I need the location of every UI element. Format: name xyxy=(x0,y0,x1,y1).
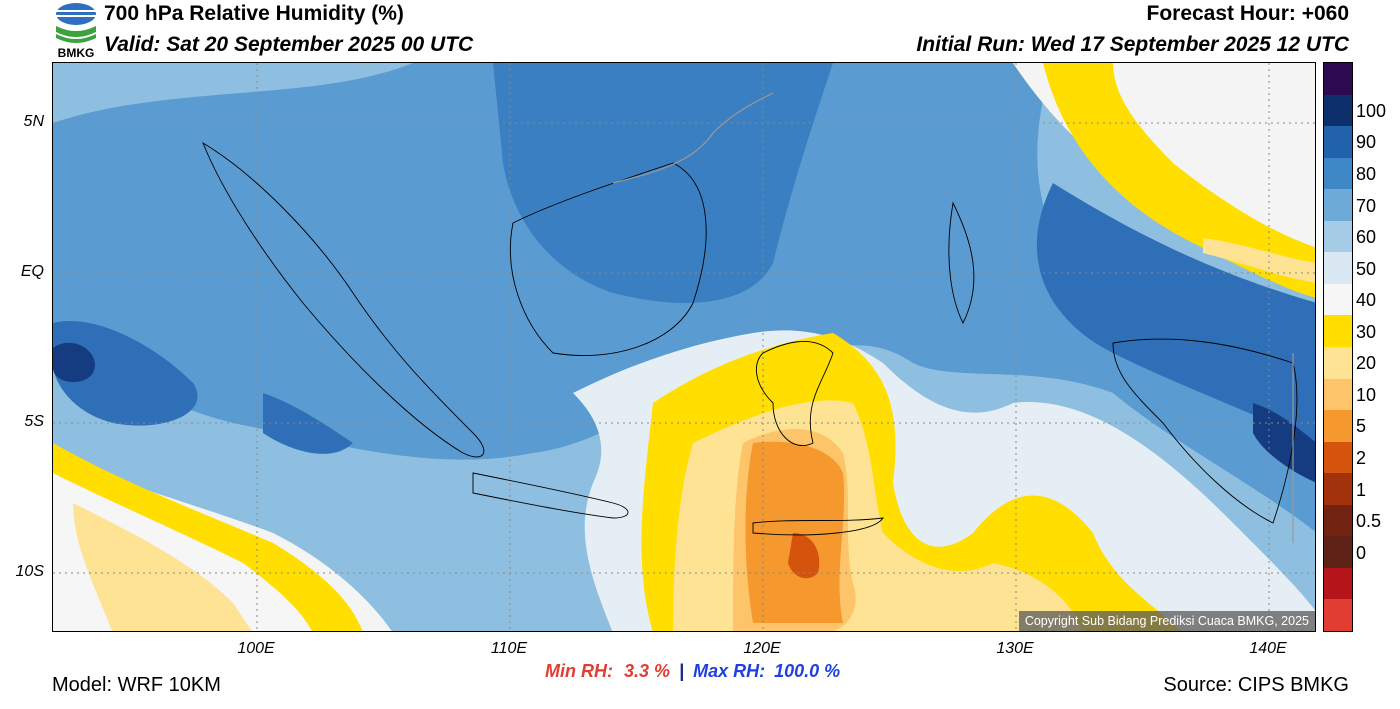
colorbar-segment xyxy=(1324,94,1352,127)
colorbar-segment xyxy=(1324,410,1352,443)
colorbar-segment xyxy=(1324,441,1352,474)
humidity-map-svg xyxy=(53,63,1315,631)
min-max-rh: Min RH: 3.3 % | Max RH: 100.0 % xyxy=(545,661,840,682)
colorbar-label: 70 xyxy=(1356,195,1377,216)
colorbar-label: 2 xyxy=(1356,448,1367,469)
colorbar-label: 30 xyxy=(1356,321,1377,342)
colorbar-label: 80 xyxy=(1356,164,1377,185)
min-rh-label: Min RH: xyxy=(545,661,613,681)
colorbar-segment xyxy=(1324,220,1352,253)
lat-label-5s: 5S xyxy=(24,413,44,430)
colorbar-label: 90 xyxy=(1356,132,1377,153)
colorbar-segment xyxy=(1324,252,1352,285)
max-rh-label: Max RH: xyxy=(693,661,766,681)
valid-time: Valid: Sat 20 September 2025 00 UTC xyxy=(104,33,474,56)
colorbar-label: 10 xyxy=(1356,384,1377,405)
initial-run: Initial Run: Wed 17 September 2025 12 UT… xyxy=(916,33,1349,56)
colorbar-segment xyxy=(1324,473,1352,506)
colorbar-segment xyxy=(1324,157,1352,190)
forecast-hour: Forecast Hour: +060 xyxy=(1146,2,1350,25)
colorbar-label: 100 xyxy=(1356,100,1387,121)
source-info: Source: CIPS BMKG xyxy=(1163,674,1349,696)
max-rh-value: 100.0 % xyxy=(774,661,841,681)
colorbar-segment xyxy=(1324,536,1352,569)
lat-label-5n: 5N xyxy=(23,113,44,130)
colorbar-segment xyxy=(1324,315,1352,348)
colorbar-label: 50 xyxy=(1356,258,1377,279)
humidity-map: Copyright Sub Bidang Prediksi Cuaca BMKG… xyxy=(52,62,1316,632)
colorbar-segment xyxy=(1324,126,1352,159)
colorbar-label: 60 xyxy=(1356,227,1377,248)
colorbar-segment xyxy=(1324,504,1352,537)
colorbar-segment xyxy=(1324,347,1352,380)
bmkg-logo-text: BMKG xyxy=(58,46,95,60)
colorbar-label: 1 xyxy=(1356,479,1367,500)
lon-label-130e: 130E xyxy=(996,640,1034,657)
colorbar-segment xyxy=(1324,189,1352,222)
colorbar-segment xyxy=(1324,599,1352,632)
colorbar xyxy=(1323,62,1353,632)
colorbar-segment xyxy=(1324,63,1352,96)
model-info: Model: WRF 10KM xyxy=(52,674,221,696)
lat-label-10s: 10S xyxy=(15,563,44,580)
colorbar-segment xyxy=(1324,567,1352,600)
colorbar-label: 20 xyxy=(1356,353,1377,374)
colorbar-label: 0.5 xyxy=(1356,511,1382,532)
colorbar-segment xyxy=(1324,378,1352,411)
bmkg-logo: BMKG xyxy=(52,2,100,60)
colorbar-label: 40 xyxy=(1356,290,1377,311)
lon-label-100e: 100E xyxy=(237,640,275,657)
colorbar-label: 5 xyxy=(1356,416,1367,437)
lon-label-120e: 120E xyxy=(743,640,781,657)
lon-label-140e: 140E xyxy=(1249,640,1287,657)
colorbar-label: 0 xyxy=(1356,542,1367,563)
copyright-notice: Copyright Sub Bidang Prediksi Cuaca BMKG… xyxy=(1018,611,1315,631)
lat-label-eq: EQ xyxy=(20,263,44,280)
colorbar-segment xyxy=(1324,283,1352,316)
map-title: 700 hPa Relative Humidity (%) xyxy=(104,2,404,25)
rh-separator: | xyxy=(679,661,685,681)
min-rh-value: 3.3 % xyxy=(624,661,671,681)
lon-label-110e: 110E xyxy=(490,640,528,657)
